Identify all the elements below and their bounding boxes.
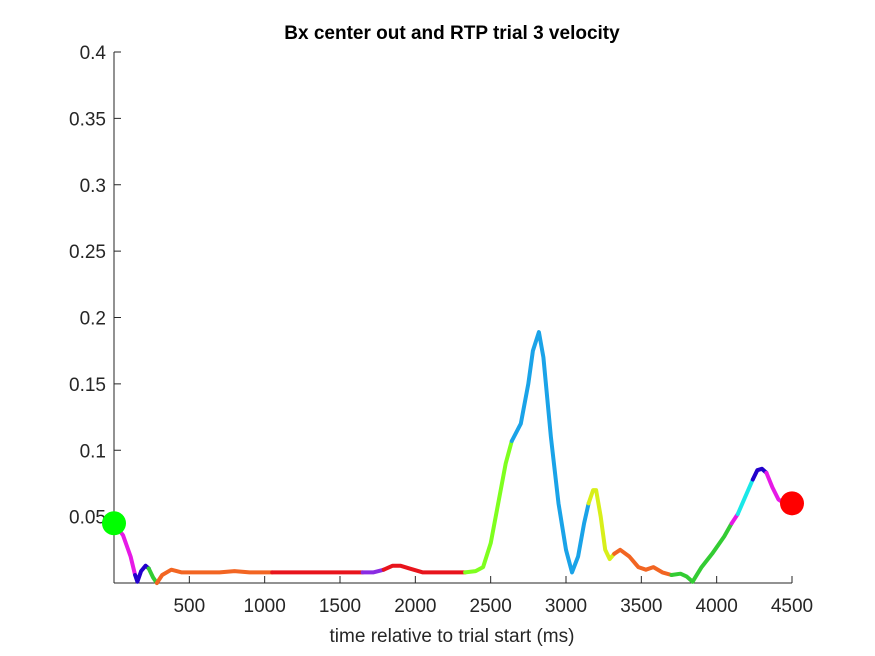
series-layer [112, 330, 794, 585]
y-tick-label: 0.4 [80, 43, 107, 64]
velocity-segment [735, 477, 755, 516]
start-marker [102, 511, 126, 536]
x-tick-label: 4500 [771, 596, 813, 617]
y-tick-label: 0.35 [69, 109, 106, 130]
x-tick-label: 1500 [319, 596, 361, 617]
x-tick-label: 2000 [394, 596, 436, 617]
x-tick-label: 3500 [620, 596, 662, 617]
velocity-segment [750, 466, 769, 482]
velocity-segment [146, 566, 159, 585]
velocity-segment [509, 330, 591, 575]
x-axis-label: time relative to trial start (ms) [330, 626, 575, 647]
axes: 500 1000 1500 2000 2500 3000 3500 4000 4500 0.05 0… [69, 43, 813, 617]
x-tick-label: 500 [173, 596, 205, 617]
velocity-segment [154, 567, 275, 585]
velocity-segment [586, 488, 617, 562]
x-tick-label: 2500 [470, 596, 512, 617]
chart-title: Bx center out and RTP trial 3 velocity [284, 23, 620, 44]
y-tick-label: 0.2 [80, 309, 106, 330]
y-tick-label: 0.15 [69, 375, 106, 396]
y-tick-label: 0.05 [69, 508, 106, 529]
y-tick-label: 0.1 [80, 441, 106, 462]
velocity-segment [360, 567, 386, 575]
end-marker [780, 491, 804, 516]
x-tick-label: 4000 [696, 596, 738, 617]
x-tick-label: 1000 [244, 596, 286, 617]
y-tick-label: 0.25 [69, 242, 106, 263]
y-tick-label: 0.3 [80, 176, 106, 197]
velocity-segment [463, 439, 514, 575]
velocity-segment [669, 521, 734, 584]
velocity-segment [612, 547, 674, 577]
velocity-segment [381, 563, 468, 575]
marker-layer [102, 491, 804, 536]
velocity-segment [133, 563, 151, 584]
x-tick-label: 3000 [545, 596, 587, 617]
